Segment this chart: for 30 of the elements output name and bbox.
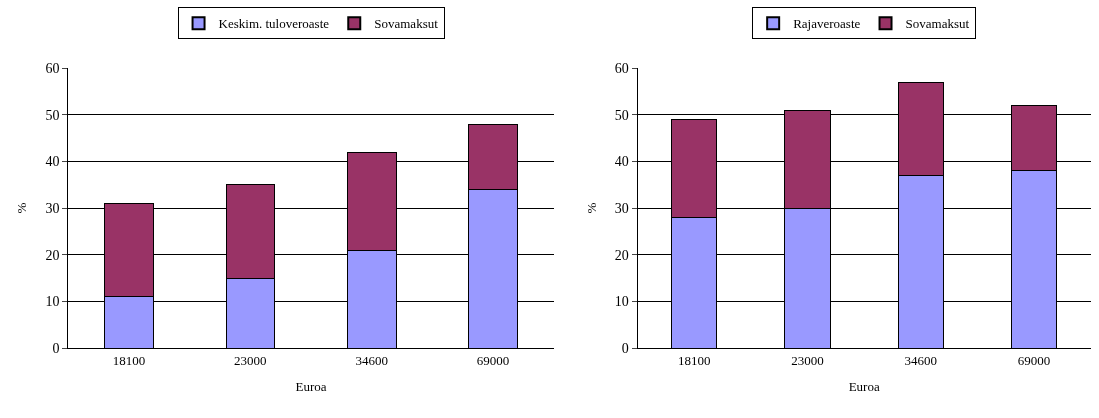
x-tick-label: 69000 xyxy=(476,352,510,368)
x-axis-title: Euroa xyxy=(848,379,880,395)
y-tick-label: 50 xyxy=(45,107,60,123)
y-tick-label: 20 xyxy=(45,247,60,263)
y-tick-label: 0 xyxy=(621,340,629,356)
y-tick-label: 30 xyxy=(614,200,629,216)
y-tick-label: 20 xyxy=(614,247,629,263)
y-axis-title: % xyxy=(583,202,599,214)
x-tick-label: 18100 xyxy=(112,352,146,368)
y-tick-label: 10 xyxy=(45,294,60,310)
x-tick-label: 23000 xyxy=(791,352,824,368)
y-tick-label: 50 xyxy=(614,107,629,123)
legend-label: Sovamaksut xyxy=(374,16,439,32)
x-tick-label: 69000 xyxy=(1017,352,1051,368)
legend-label: Keskim. tuloveroaste xyxy=(218,16,330,32)
x-tick-label: 34600 xyxy=(904,352,938,368)
x-tick-label: 18100 xyxy=(677,352,711,368)
y-tick-label: 30 xyxy=(45,200,60,216)
y-tick-label: 40 xyxy=(45,154,60,170)
legend-label: Sovamaksut xyxy=(905,16,970,32)
y-tick-label: 10 xyxy=(614,294,629,310)
y-tick-label: 0 xyxy=(52,340,60,356)
legend-label: Rajaveroaste xyxy=(793,16,861,32)
y-tick-label: 60 xyxy=(45,60,60,76)
x-tick-label: 34600 xyxy=(355,352,388,368)
x-tick-label: 23000 xyxy=(234,352,267,368)
y-tick-label: 60 xyxy=(614,60,629,76)
y-tick-label: 40 xyxy=(614,154,629,170)
y-axis-title: % xyxy=(14,202,30,214)
x-axis-title: Euroa xyxy=(295,379,327,395)
